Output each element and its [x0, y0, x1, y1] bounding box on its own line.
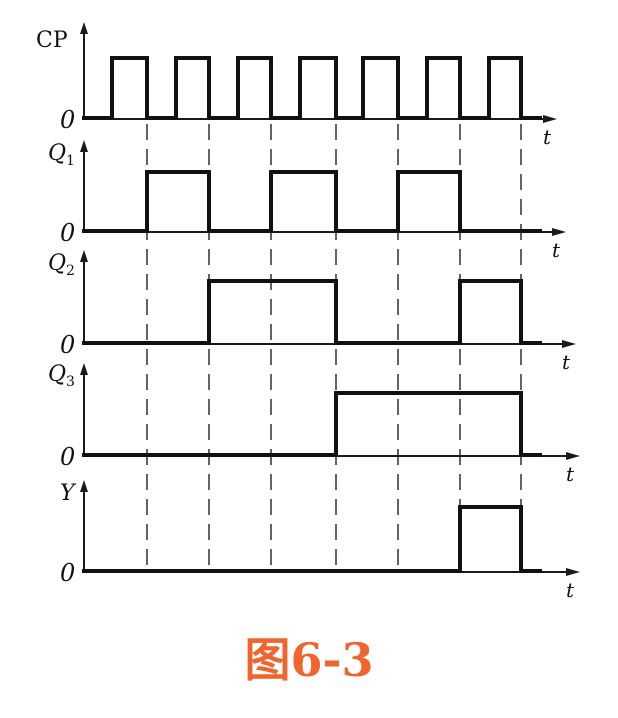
signal-row-q1: Q1 0 t: [48, 140, 566, 262]
signal-label: Q1: [48, 141, 75, 169]
time-label: t: [566, 462, 575, 486]
time-axis-arrow-icon: [566, 568, 580, 576]
time-label: t: [566, 578, 575, 602]
waveform-y: [82, 505, 542, 573]
zero-label: 0: [60, 219, 75, 247]
waveform-q1: [82, 170, 542, 233]
zero-label: 0: [60, 443, 75, 471]
vertical-axis-arrow-icon: [80, 140, 88, 152]
signal-label-subscript: 3: [66, 374, 75, 390]
signal-label: Y: [60, 481, 77, 506]
vertical-axis-arrow-icon: [80, 363, 88, 375]
waveform-q2: [82, 279, 542, 345]
time-label: t: [543, 125, 552, 149]
vertical-axis-arrow-icon: [80, 250, 88, 262]
time-axis-arrow-icon: [543, 115, 557, 123]
vertical-axis-arrow-icon: [80, 480, 88, 492]
signal-row-cp: CP 0 t: [36, 22, 557, 149]
signal-row-q2: Q2 0 t: [48, 250, 576, 374]
time-axis-arrow-icon: [566, 452, 580, 460]
signal-row-q3: Q3 0 t: [48, 362, 580, 486]
signal-rows: CP 0 t Q1 0 t Q2 0 t Q3 0 t Y 0 t: [36, 22, 580, 602]
signal-row-y: Y 0 t: [60, 480, 580, 602]
waveform-q3: [82, 391, 542, 457]
zero-label: 0: [60, 559, 75, 587]
figure-caption: 图6-3: [244, 633, 374, 687]
time-label: t: [562, 350, 571, 374]
signal-label: Q2: [48, 251, 75, 279]
time-label: t: [552, 238, 561, 262]
signal-label-subscript: 2: [66, 263, 75, 279]
signal-label: CP: [36, 28, 68, 53]
zero-label: 0: [60, 331, 75, 359]
time-axis-arrow-icon: [562, 340, 576, 348]
timing-diagram-svg: CP 0 t Q1 0 t Q2 0 t Q3 0 t Y 0 t: [36, 22, 580, 602]
vertical-axis-arrow-icon: [80, 22, 88, 34]
signal-label-subscript: 1: [66, 153, 75, 169]
time-axis-arrow-icon: [552, 228, 566, 236]
zero-label: 0: [60, 106, 75, 134]
signal-label: Q3: [48, 362, 75, 390]
waveform-cp: [82, 56, 542, 120]
